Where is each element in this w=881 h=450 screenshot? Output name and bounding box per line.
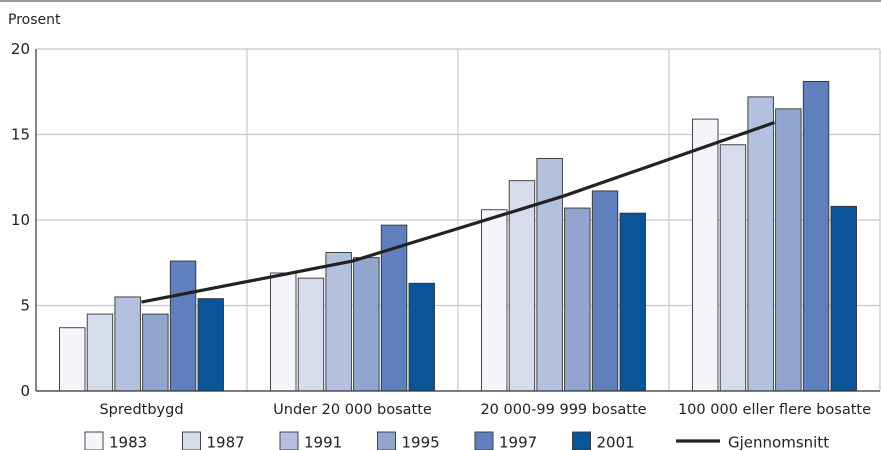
bar-1983 (270, 272, 297, 392)
bar-2001 (619, 212, 646, 392)
bar-1997 (380, 224, 408, 392)
legend-swatch-1997 (474, 431, 494, 450)
bar-1997 (169, 260, 197, 392)
legend-label: 2001 (597, 434, 635, 450)
bar-2001 (197, 298, 224, 392)
x-tick-label: 20 000-99 999 bosatte (480, 402, 646, 418)
legend-swatch-2001 (572, 431, 591, 450)
legend-swatch-1983 (84, 431, 104, 450)
bar-1997 (591, 190, 619, 392)
x-tick-label: Under 20 000 bosatte (273, 402, 432, 418)
average-line (141, 121, 776, 304)
legend-swatch-1987 (182, 431, 201, 450)
bars (59, 81, 857, 392)
bar-1987 (86, 313, 114, 392)
bar-2001 (408, 282, 435, 392)
axes: 0 5 10 15 20 Spredtbygd Under 20 000 bosatte 20… (11, 40, 880, 418)
bar-1991 (536, 157, 563, 392)
bar-2001 (830, 205, 857, 392)
bar-1991 (747, 96, 774, 392)
bar-1987 (508, 180, 536, 392)
legend-swatch-1995 (377, 431, 396, 450)
legend-swatch-1991 (279, 431, 299, 450)
average-line-layer (141, 121, 776, 304)
bar-1991 (114, 296, 141, 392)
legend-label: 1997 (499, 434, 537, 450)
bar-1995 (353, 257, 380, 392)
y-tick-label: 10 (11, 211, 30, 229)
legend-label: 1983 (109, 434, 147, 450)
y-tick-label: 0 (20, 382, 30, 400)
x-tick-label: 100 000 eller flere bosatte (678, 402, 871, 418)
y-tick-label: 15 (11, 126, 30, 144)
bar-1983 (481, 209, 508, 392)
legend: 1983 1987 1991 1995 1997 2001 Gjennomsnitt (84, 431, 829, 450)
legend-label: Gjennomsnitt (728, 434, 829, 450)
y-tick-label: 20 (11, 40, 30, 58)
legend-label: 1995 (402, 434, 440, 450)
legend-label: 1991 (304, 434, 342, 450)
bar-1991 (325, 252, 352, 392)
bar-1995 (564, 207, 591, 392)
y-tick-label: 5 (20, 297, 30, 315)
bar-1997 (802, 81, 830, 392)
legend-label: 1987 (207, 434, 245, 450)
bar-1983 (59, 327, 86, 392)
bar-1987 (719, 144, 747, 392)
y-axis-label: Prosent (8, 12, 61, 28)
x-tick-label: Spredtbygd (99, 402, 183, 418)
bar-1987 (297, 277, 325, 392)
bar-1995 (775, 108, 802, 392)
bar-1983 (692, 118, 719, 392)
bar-1995 (142, 313, 169, 392)
